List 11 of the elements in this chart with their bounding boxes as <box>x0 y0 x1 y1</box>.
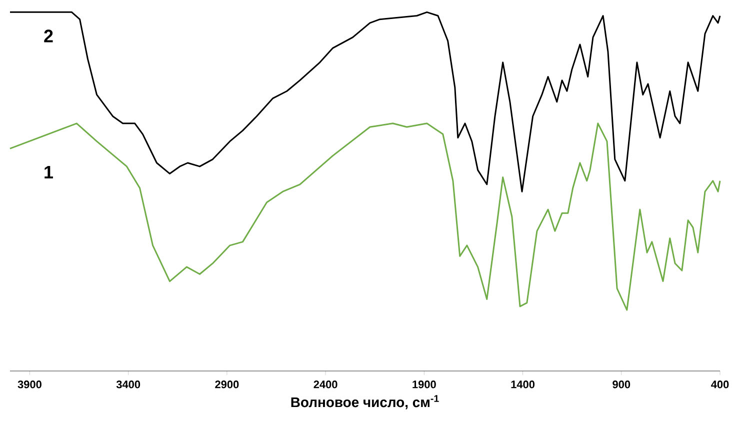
x-axis-title: Волновое число, см$^{-1}$ <box>291 395 439 410</box>
x-tick-label: 900 <box>612 380 630 388</box>
x-tick-label: 1900 <box>412 380 436 388</box>
x-tick-label: 2900 <box>215 380 239 388</box>
x-tick-label: 3400 <box>116 380 140 388</box>
x-tick-label: 2400 <box>314 380 338 388</box>
x-tick-label: 400 <box>711 380 729 388</box>
series-label: 1 <box>44 166 53 178</box>
x-tick-label: 1400 <box>511 380 535 388</box>
series-label: 2 <box>44 30 53 42</box>
x-tick-label: 3900 <box>18 380 42 388</box>
